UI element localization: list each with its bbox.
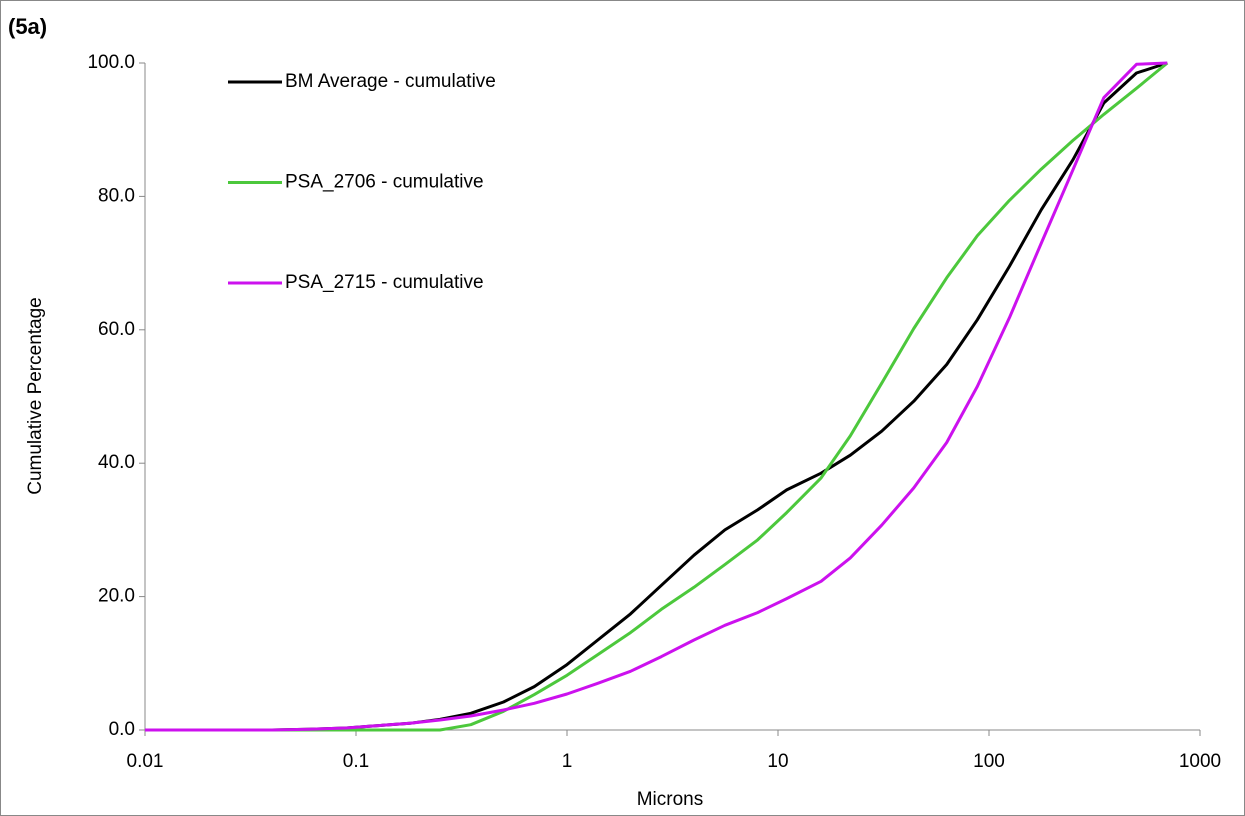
x-tick-label: 1000 <box>1179 751 1221 772</box>
x-tick-label: 0.1 <box>343 751 369 772</box>
y-tick-label: 0.0 <box>109 719 135 740</box>
y-tick-label: 100.0 <box>87 52 135 73</box>
x-tick-label: 10 <box>767 751 788 772</box>
x-tick-label: 0.01 <box>127 751 164 772</box>
x-tick-label: 100 <box>973 751 1005 772</box>
legend-label: PSA_2706 - cumulative <box>285 172 484 193</box>
y-tick-label: 80.0 <box>98 185 135 206</box>
y-tick-label: 20.0 <box>98 586 135 607</box>
x-axis-label: Microns <box>637 789 704 810</box>
series-line <box>145 61 1168 732</box>
y-axis-label: Cumulative Percentage <box>25 297 46 495</box>
chart-title: (5a) <box>8 14 47 39</box>
y-tick-label: 60.0 <box>98 319 135 340</box>
x-tick-label: 1 <box>562 751 573 772</box>
legend-label: PSA_2715 - cumulative <box>285 272 484 293</box>
series-line <box>145 61 1169 732</box>
y-tick-label: 40.0 <box>98 452 135 473</box>
legend-label: BM Average - cumulative <box>285 71 496 92</box>
